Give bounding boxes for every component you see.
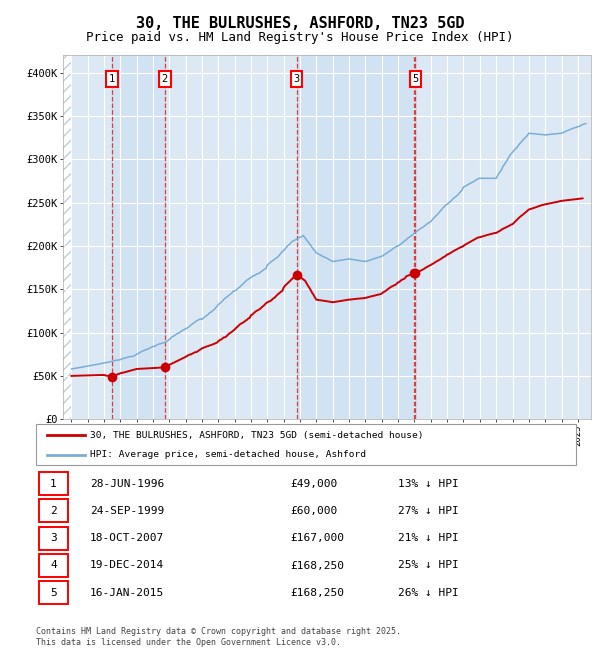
- FancyBboxPatch shape: [39, 554, 68, 577]
- Text: £168,250: £168,250: [290, 588, 344, 598]
- Text: 19-DEC-2014: 19-DEC-2014: [90, 560, 164, 571]
- Text: 27% ↓ HPI: 27% ↓ HPI: [398, 506, 458, 516]
- Text: 25% ↓ HPI: 25% ↓ HPI: [398, 560, 458, 571]
- Bar: [297, 55, 416, 419]
- Text: 18-OCT-2007: 18-OCT-2007: [90, 533, 164, 543]
- Text: Price paid vs. HM Land Registry's House Price Index (HPI): Price paid vs. HM Land Registry's House …: [86, 31, 514, 44]
- Text: 1: 1: [50, 478, 57, 489]
- Text: 16-JAN-2015: 16-JAN-2015: [90, 588, 164, 598]
- Text: 1: 1: [109, 74, 115, 84]
- Text: 30, THE BULRUSHES, ASHFORD, TN23 5GD: 30, THE BULRUSHES, ASHFORD, TN23 5GD: [136, 16, 464, 31]
- Text: 2: 2: [162, 74, 168, 84]
- FancyBboxPatch shape: [39, 526, 68, 550]
- Text: 5: 5: [50, 588, 57, 598]
- Text: Contains HM Land Registry data © Crown copyright and database right 2025.
This d: Contains HM Land Registry data © Crown c…: [36, 627, 401, 647]
- Text: £168,250: £168,250: [290, 560, 344, 571]
- Text: 26% ↓ HPI: 26% ↓ HPI: [398, 588, 458, 598]
- Text: 21% ↓ HPI: 21% ↓ HPI: [398, 533, 458, 543]
- Text: £60,000: £60,000: [290, 506, 337, 516]
- Text: 3: 3: [50, 533, 57, 543]
- Text: 3: 3: [293, 74, 300, 84]
- Text: HPI: Average price, semi-detached house, Ashford: HPI: Average price, semi-detached house,…: [90, 450, 366, 459]
- Text: 2: 2: [50, 506, 57, 516]
- Bar: [112, 55, 165, 419]
- FancyBboxPatch shape: [36, 424, 576, 465]
- Text: £49,000: £49,000: [290, 478, 337, 489]
- Text: 28-JUN-1996: 28-JUN-1996: [90, 478, 164, 489]
- FancyBboxPatch shape: [39, 581, 68, 604]
- Text: 13% ↓ HPI: 13% ↓ HPI: [398, 478, 458, 489]
- Text: 4: 4: [50, 560, 57, 571]
- Text: 5: 5: [412, 74, 418, 84]
- Text: £167,000: £167,000: [290, 533, 344, 543]
- FancyBboxPatch shape: [39, 472, 68, 495]
- Text: 30, THE BULRUSHES, ASHFORD, TN23 5GD (semi-detached house): 30, THE BULRUSHES, ASHFORD, TN23 5GD (se…: [90, 431, 424, 440]
- FancyBboxPatch shape: [39, 499, 68, 523]
- Text: 24-SEP-1999: 24-SEP-1999: [90, 506, 164, 516]
